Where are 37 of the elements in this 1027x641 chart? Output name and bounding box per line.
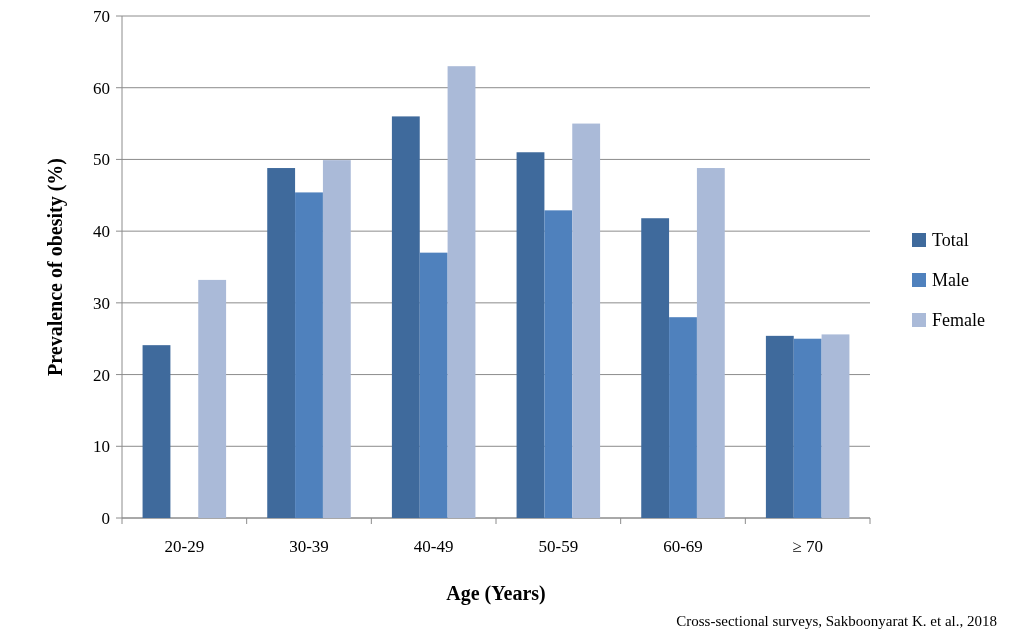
x-tick-label: 40-49 [413, 537, 454, 556]
x-tick-label: 60-69 [663, 537, 703, 556]
y-tick-label: 20 [93, 365, 110, 385]
bar [544, 210, 573, 518]
x-tick-label: ≥ 70 [792, 537, 823, 556]
y-tick-label: 30 [93, 293, 110, 313]
x-tick-label: 50-59 [538, 537, 579, 556]
y-tick-label: 50 [93, 150, 110, 170]
bar [447, 66, 476, 518]
bar [295, 192, 323, 518]
y-tick-label: 0 [101, 508, 110, 528]
bar [572, 123, 601, 518]
y-tick-label: 70 [93, 6, 110, 26]
legend-label: Female [932, 310, 985, 331]
bar [391, 116, 420, 518]
y-tick-label: 60 [93, 78, 110, 98]
bar [322, 160, 351, 518]
bar [821, 334, 850, 518]
bar [142, 345, 171, 518]
y-axis-title: Prevalence of obesity (%) [44, 158, 67, 376]
y-tick-label: 10 [93, 437, 110, 457]
bar [793, 338, 822, 518]
legend-label: Total [932, 230, 969, 251]
x-tick-label: 20-29 [164, 537, 205, 556]
bar [696, 168, 725, 518]
bar [516, 152, 545, 518]
bar [641, 218, 670, 518]
bar [669, 317, 697, 518]
bar [765, 335, 794, 518]
bar [419, 252, 448, 518]
x-tick-label: 30-39 [289, 537, 329, 556]
x-axis-title: Age (Years) [446, 582, 546, 605]
y-tick-label: 40 [93, 222, 110, 242]
bar [267, 168, 296, 518]
bar [198, 279, 227, 518]
text: Cross-sectional surveys, Sakboonyarat K. et al., 2018 [676, 613, 997, 629]
legend-label: Male [932, 270, 969, 291]
